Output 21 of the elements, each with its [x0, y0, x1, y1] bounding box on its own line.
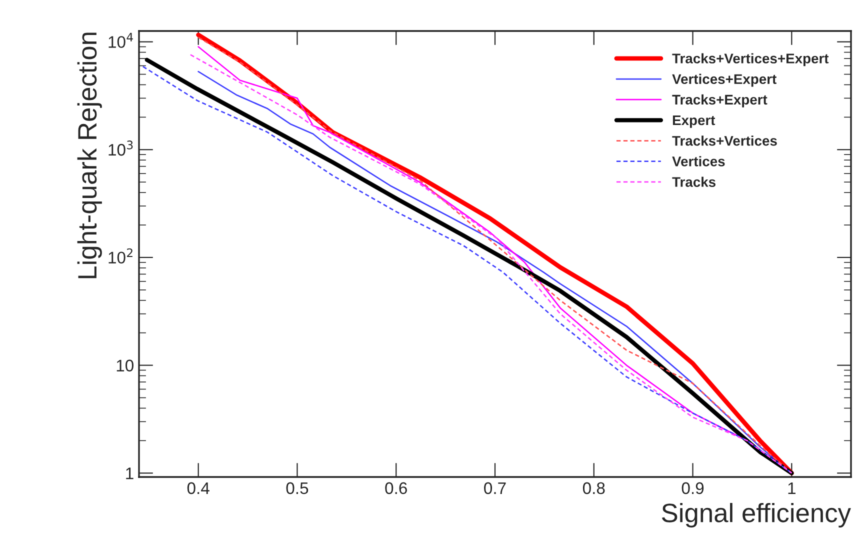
- y-tick-label: 10$^{2}$: [108, 248, 132, 264]
- legend-label: Tracks: [672, 176, 716, 187]
- y-tick-label: 10$^{3}$: [108, 140, 133, 156]
- legend-label: Tracks+Vertices+Expert: [672, 53, 829, 66]
- x-tick-label: 1: [788, 482, 796, 494]
- x-tick-label: 0.5: [286, 482, 308, 494]
- y-tick-label: 10$^{4}$: [108, 32, 133, 48]
- legend-label: Vertices: [672, 156, 725, 166]
- legend-label: Vertices+Expert: [672, 74, 776, 87]
- y-tick-label: 10: [116, 360, 134, 372]
- legend-label: Tracks+Vertices: [672, 136, 777, 146]
- legend-label: Expert: [672, 115, 716, 128]
- x-axis-title: Signal efficiency: [662, 502, 851, 528]
- y-axis-title: Light-quark Rejection: [77, 32, 102, 278]
- y-tick-label: 1: [126, 468, 134, 480]
- x-tick-label: 0.7: [484, 482, 506, 494]
- x-tick-label: 0.6: [385, 482, 407, 494]
- x-tick-label: 0.9: [682, 482, 704, 494]
- x-tick-label: 0.8: [582, 482, 605, 494]
- legend-label: Tracks+Expert: [672, 94, 768, 108]
- x-tick-label: 0.4: [187, 482, 210, 494]
